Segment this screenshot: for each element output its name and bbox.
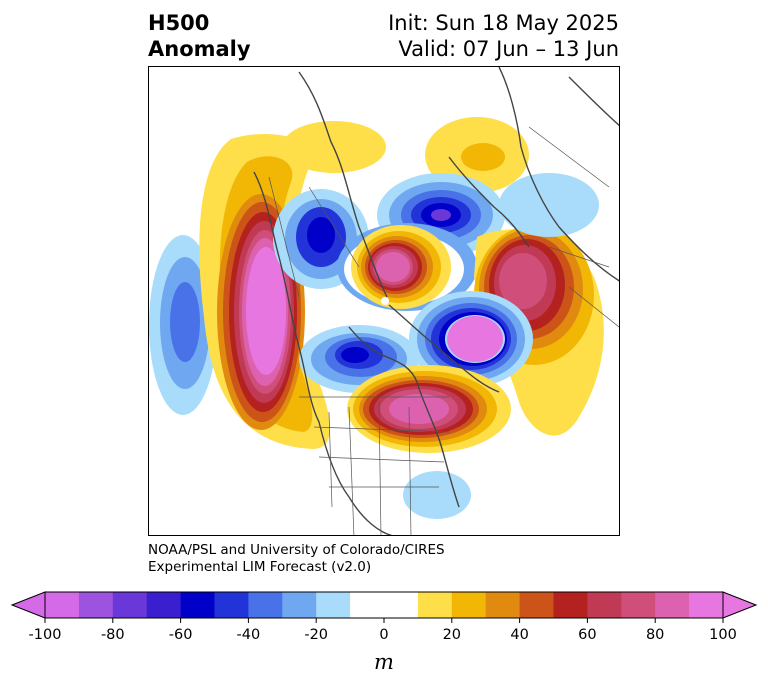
colorbar-tick-label: 100 <box>709 627 737 643</box>
colorbar-cell <box>248 592 283 618</box>
west-coast-ridge <box>199 134 331 449</box>
colorbar-unit: m <box>374 650 394 674</box>
colorbar-cell <box>587 592 622 618</box>
credit-line-1: NOAA/PSL and University of Colorado/CIRE… <box>148 542 445 558</box>
colorbar-cell <box>316 592 351 618</box>
eastern-ridge <box>347 365 511 453</box>
colorbar-cell <box>553 592 588 618</box>
borders <box>268 126 619 535</box>
colorbar-tick-label: 80 <box>645 627 665 643</box>
variable-subtitle: Anomaly <box>148 37 251 61</box>
colorbar-cell <box>519 592 555 618</box>
colorbar-cell <box>655 592 690 618</box>
colorbar-cell <box>621 592 656 618</box>
colorbar-cell <box>384 592 419 618</box>
colorbar-cell <box>417 592 453 618</box>
colorbar-over-arrow <box>722 591 758 619</box>
coastlines <box>253 67 619 535</box>
colorbar-tick-label: 0 <box>379 627 389 643</box>
colorbar-under-arrow <box>10 591 46 619</box>
colorbar-tick-label: -40 <box>236 627 261 643</box>
colorbar-tick-label: 40 <box>510 627 529 643</box>
colorbar-cell <box>350 592 385 618</box>
colorbar-cell <box>146 592 182 618</box>
colorbar <box>10 591 758 623</box>
credit-line-2: Experimental LIM Forecast (v2.0) <box>148 559 372 575</box>
southeast-trough <box>403 471 471 519</box>
colorbar-cell <box>485 592 521 618</box>
colorbar-ticks <box>44 618 724 623</box>
east-low-ring <box>409 291 533 387</box>
colorbar-cells <box>45 592 724 618</box>
colorbar-cell <box>78 592 114 618</box>
init-date: Init: Sun 18 May 2025 <box>388 11 619 35</box>
hudson-low <box>299 325 419 393</box>
map-canvas <box>149 67 619 535</box>
credit: NOAA/PSL and University of Colorado/CIRE… <box>148 542 445 576</box>
title-right: Init: Sun 18 May 2025 Valid: 07 Jun – 13… <box>388 10 619 62</box>
central-arctic-ridge <box>337 223 477 311</box>
colorbar-cell <box>45 592 80 618</box>
variable-title: H500 <box>148 11 210 35</box>
pacific-trough <box>149 235 217 415</box>
colorbar-cell <box>689 592 724 618</box>
colorbar-tick-label: -80 <box>100 627 125 643</box>
colorbar-cell <box>214 592 249 618</box>
colorbar-cell <box>112 592 148 618</box>
colorbar-cell <box>180 592 216 618</box>
title-left: H500 Anomaly <box>148 10 251 62</box>
colorbar-cell <box>282 592 317 618</box>
colorbar-tick-label: 60 <box>578 627 597 643</box>
colorbar-tick-label: -60 <box>168 627 193 643</box>
colorbar-tick-label: -100 <box>28 627 62 643</box>
colorbar-cell <box>451 592 487 618</box>
colorbar-tick-label: 20 <box>442 627 462 643</box>
anomaly-map <box>148 66 620 536</box>
colorbar-tick-label: -20 <box>304 627 329 643</box>
valid-dates: Valid: 07 Jun – 13 Jun <box>398 37 619 61</box>
